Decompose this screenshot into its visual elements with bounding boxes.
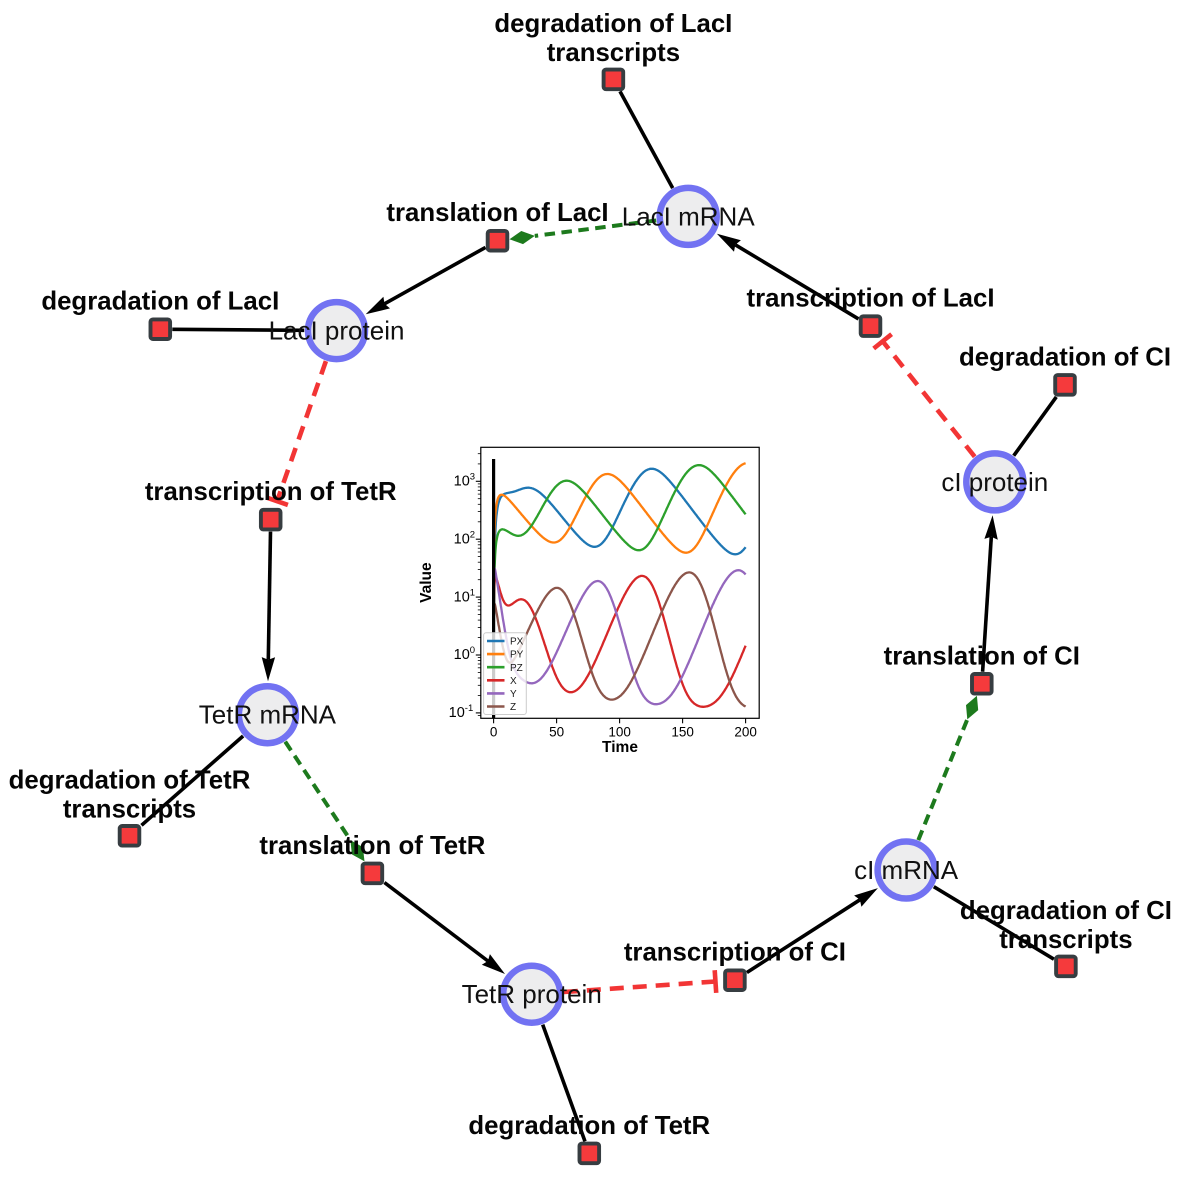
svg-text:10: 10: [454, 647, 470, 663]
svg-text:10: 10: [454, 474, 470, 490]
svg-text:LacI protein: LacI protein: [269, 316, 405, 346]
svg-text:150: 150: [671, 725, 694, 740]
svg-text:10: 10: [449, 705, 465, 721]
svg-text:Y: Y: [510, 689, 517, 700]
svg-text:degradation of CI: degradation of CI: [959, 343, 1171, 371]
svg-text:200: 200: [734, 725, 757, 740]
svg-text:degradation of LacI: degradation of LacI: [494, 10, 732, 38]
svg-text:10: 10: [454, 531, 470, 547]
svg-text:PX: PX: [510, 637, 524, 648]
svg-text:Time: Time: [602, 739, 638, 756]
svg-text:transcripts: transcripts: [547, 39, 680, 67]
svg-text:TetR mRNA: TetR mRNA: [199, 700, 337, 730]
svg-text:100: 100: [608, 725, 631, 740]
svg-text:LacI mRNA: LacI mRNA: [622, 201, 756, 231]
svg-text:degradation of CI: degradation of CI: [960, 897, 1172, 925]
svg-text:1: 1: [470, 587, 475, 598]
svg-text:transcription of TetR: transcription of TetR: [145, 478, 397, 506]
svg-text:PY: PY: [510, 650, 524, 661]
svg-text:0: 0: [490, 725, 498, 740]
svg-text:transcription of LacI: transcription of LacI: [747, 285, 995, 313]
svg-text:Z: Z: [510, 702, 516, 713]
svg-text:TetR protein: TetR protein: [462, 979, 602, 1009]
svg-text:degradation of TetR: degradation of TetR: [468, 1112, 710, 1140]
svg-text:degradation of LacI: degradation of LacI: [41, 288, 279, 316]
svg-text:transcripts: transcripts: [63, 795, 196, 823]
svg-text:0: 0: [470, 645, 475, 656]
svg-text:cI mRNA: cI mRNA: [854, 855, 959, 885]
svg-text:10: 10: [454, 589, 470, 605]
svg-text:Value: Value: [418, 562, 435, 603]
svg-text:-1: -1: [465, 703, 473, 714]
svg-text:transcripts: transcripts: [999, 926, 1132, 954]
svg-text:cI protein: cI protein: [941, 467, 1048, 497]
svg-text:transcription of CI: transcription of CI: [624, 939, 846, 967]
svg-text:X: X: [510, 676, 517, 687]
svg-text:50: 50: [549, 725, 564, 740]
svg-text:translation of CI: translation of CI: [884, 642, 1080, 670]
svg-text:PZ: PZ: [510, 663, 523, 674]
svg-text:translation of LacI: translation of LacI: [386, 199, 608, 227]
svg-text:2: 2: [470, 529, 475, 540]
svg-text:degradation of TetR: degradation of TetR: [9, 766, 251, 794]
svg-text:translation of TetR: translation of TetR: [259, 832, 485, 860]
svg-text:3: 3: [470, 472, 475, 483]
